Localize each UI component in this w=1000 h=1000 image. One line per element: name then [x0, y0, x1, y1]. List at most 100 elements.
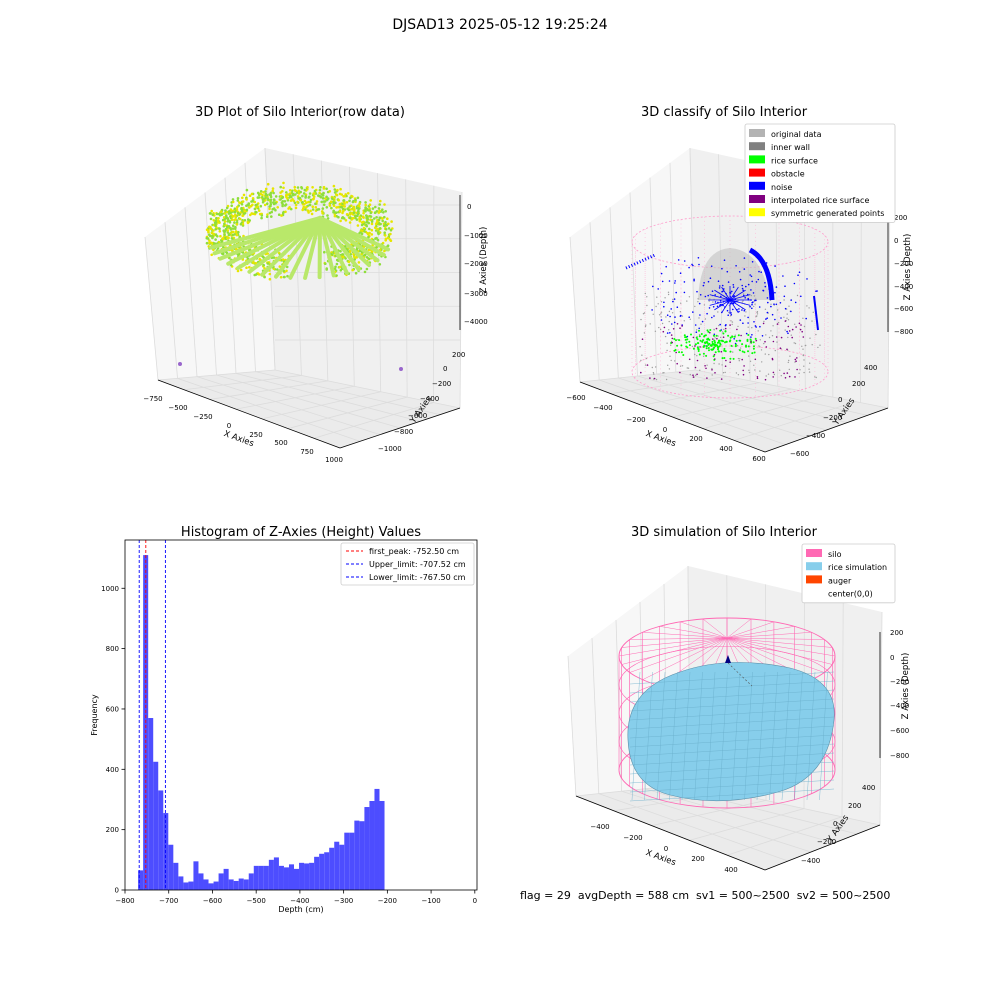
raw-point: [239, 268, 243, 272]
raw-point: [373, 211, 377, 215]
simulation-gridline: [727, 816, 843, 856]
raw-x-tick-label: −250: [193, 413, 212, 421]
classify-original-point: [745, 311, 747, 313]
raw-point: [234, 215, 237, 218]
classify-interpolated-point: [780, 336, 783, 339]
classify-rice-point: [718, 350, 720, 353]
classify-interpolated-point: [671, 341, 673, 344]
classify-original-point: [670, 359, 672, 362]
classify-interpolated-point: [729, 324, 731, 326]
raw-point: [210, 253, 213, 257]
raw-point: [323, 250, 326, 254]
raw-point: [256, 196, 260, 199]
histogram-bar: [359, 821, 365, 890]
raw-point: [241, 222, 245, 226]
raw-point: [334, 211, 338, 214]
raw-y-tick-label: −200: [432, 380, 451, 388]
raw-point: [237, 230, 240, 234]
raw-point: [293, 185, 297, 189]
simulation-rice-mesh: [629, 770, 835, 784]
raw-point: [360, 221, 364, 224]
classify-interpolated-point: [756, 377, 759, 380]
raw-point: [294, 189, 298, 193]
classify-noise-point: [790, 310, 792, 313]
classify-interpolated-point: [720, 350, 723, 353]
simulation-rice-mesh: [781, 671, 791, 801]
simulation-z-tick-label: −200: [890, 678, 909, 686]
raw-point: [317, 194, 320, 197]
raw-point: [272, 256, 276, 259]
simulation-silo-roof-line: [680, 621, 728, 639]
classify-noise-point: [742, 322, 744, 325]
classify-rice-point: [673, 338, 676, 340]
raw-point: [343, 202, 346, 205]
raw-point: [343, 194, 347, 198]
simulation-silo-roof-line: [618, 637, 728, 657]
classify-original-point: [639, 346, 641, 348]
raw-point: [218, 230, 222, 233]
histogram-bar: [138, 870, 144, 890]
classify-original-point: [658, 314, 661, 316]
histogram-bar: [188, 881, 194, 890]
simulation-rice-mesh: [629, 716, 835, 730]
classify-original-point: [706, 364, 708, 366]
raw-point: [367, 257, 370, 260]
histogram-bar: [263, 865, 269, 890]
classify-original-point: [763, 342, 765, 345]
raw-point: [299, 190, 303, 194]
raw-point: [330, 197, 334, 200]
raw-point: [356, 212, 360, 216]
raw-point: [387, 222, 390, 226]
classify-interpolated-point: [798, 322, 801, 325]
classify-interpolated-point: [662, 330, 665, 333]
classify-noise-cluster: [625, 253, 656, 270]
classify-noise-ray: [729, 294, 751, 301]
classify-original-point: [787, 361, 789, 364]
raw-point: [284, 203, 288, 206]
classify-rice-point: [734, 343, 737, 346]
classify-interpolated-point: [742, 373, 745, 376]
classify-original-point: [748, 355, 750, 357]
raw-point: [226, 229, 230, 232]
raw-point: [282, 181, 285, 185]
raw-point: [219, 234, 222, 238]
classify-interpolated-point: [694, 366, 697, 369]
classify-noise-point: [752, 301, 754, 304]
raw-point: [378, 209, 381, 213]
classify-original-point: [799, 369, 801, 371]
raw-y-tick-label: −800: [394, 428, 413, 436]
raw-point: [233, 221, 236, 224]
classify-rice-point: [684, 336, 687, 339]
raw-point: [384, 237, 388, 241]
histogram-bar: [168, 844, 174, 890]
classify-noise-point: [794, 301, 797, 304]
raw-point: [355, 218, 359, 221]
classify-original-point: [651, 366, 653, 369]
raw-point: [335, 274, 338, 277]
simulation-rice-mesh: [769, 671, 778, 801]
histogram-bar: [213, 881, 219, 890]
classify-original-point: [750, 294, 752, 297]
classify-original-point: [753, 364, 755, 366]
classify-noise-point: [711, 290, 714, 293]
raw-point: [242, 193, 246, 197]
classify-interpolated-point: [772, 376, 774, 378]
simulation-rice-mesh: [694, 671, 703, 801]
simulation-z-tick-label: −600: [890, 727, 909, 735]
simulation-z-tick-label: 0: [890, 654, 894, 662]
classify-original-point: [665, 378, 668, 381]
raw-point: [356, 196, 360, 200]
classify-original-point: [754, 303, 756, 305]
raw-point: [276, 206, 280, 209]
raw-point: [236, 199, 240, 202]
classify-rice-point: [698, 353, 701, 356]
histogram-bar: [344, 832, 350, 890]
classify-noise-point: [651, 309, 653, 311]
histogram-x-tick-label: −800: [115, 897, 134, 905]
classify-z-axis-label: Z Axies (Depth): [903, 234, 913, 301]
classify-y-tick-label: −400: [806, 432, 825, 440]
raw-point: [337, 198, 341, 202]
classify-original-point: [756, 311, 758, 314]
raw-point: [351, 268, 355, 272]
classify-original-point: [811, 344, 813, 346]
